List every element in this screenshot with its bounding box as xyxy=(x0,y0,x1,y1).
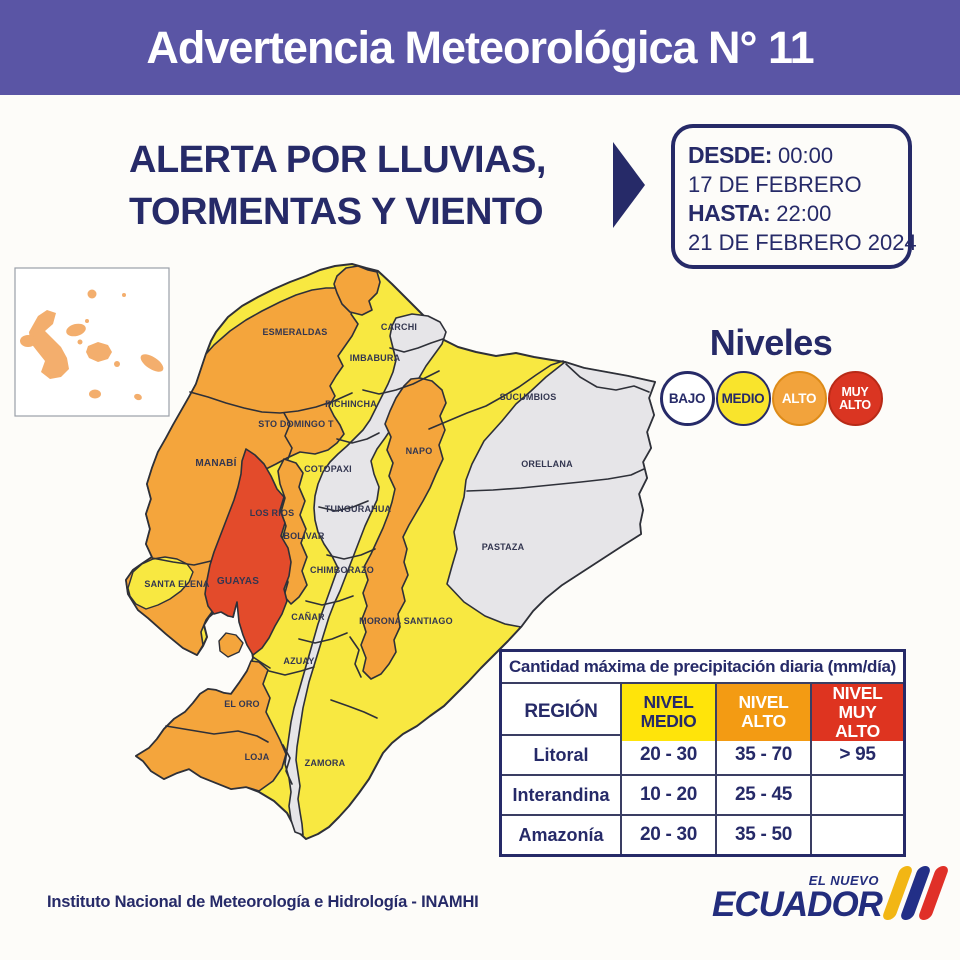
logo-el-nuevo: EL NUEVO xyxy=(808,872,879,888)
province-label-carchi: CARCHI xyxy=(381,322,417,332)
level-circle-medio: MEDIO xyxy=(715,371,771,426)
row-nivel-medio: 20 - 30 xyxy=(620,736,715,774)
province-label-esmeraldas: ESMERALDAS xyxy=(262,327,327,337)
row-nivel-muy-alto xyxy=(810,816,903,854)
to-time: 22:00 xyxy=(776,201,832,226)
header-banner: Advertencia Meteorológica N° 11 xyxy=(0,0,960,95)
to-label: HASTA: xyxy=(688,200,771,226)
table-header-row: REGIÓN NIVEL MEDIO NIVEL ALTO NIVEL MUY … xyxy=(502,684,903,741)
row-nivel-muy-alto xyxy=(810,776,903,814)
santa-elena-yellow-region xyxy=(127,556,194,610)
province-labels: ESMERALDAS CARCHI IMBABURA SUCUMBIOS PIC… xyxy=(144,322,573,768)
province-label-cotopaxi: COTOPAXI xyxy=(304,464,352,474)
arrow-right-icon xyxy=(613,142,645,228)
levels-legend: Niveles BAJO MEDIO ALTO MUY ALTO xyxy=(643,322,899,426)
footer-institution: Instituto Nacional de Meteorología e Hid… xyxy=(47,893,479,911)
table-row: Litoral 20 - 30 35 - 70 > 95 xyxy=(502,734,903,774)
level-circle-muy-alto: MUY ALTO xyxy=(827,371,883,426)
province-label-chimborazo: CHIMBORAZO xyxy=(310,565,374,575)
column-header-region: REGIÓN xyxy=(524,701,598,723)
row-nivel-medio: 10 - 20 xyxy=(620,776,715,814)
page-title: Advertencia Meteorológica N° 11 xyxy=(146,21,814,73)
logo-ecuador: ECUADOR xyxy=(712,884,883,924)
province-label-sto-domingo: STO DOMINGO T xyxy=(258,419,334,429)
row-nivel-alto: 35 - 50 xyxy=(715,816,810,854)
row-nivel-alto: 35 - 70 xyxy=(715,736,810,774)
puna-island xyxy=(218,632,244,658)
province-label-bolivar: BOLIVAR xyxy=(283,531,325,541)
province-label-orellana: ORELLANA xyxy=(521,459,573,469)
province-label-zamora: ZAMORA xyxy=(305,758,346,768)
province-label-pichincha: PICHINCHA xyxy=(325,399,377,409)
row-region: Interandina xyxy=(512,784,610,805)
row-region: Litoral xyxy=(533,744,589,765)
province-label-sucumbios: SUCUMBIOS xyxy=(500,392,557,402)
table-row: Amazonía 20 - 30 35 - 50 xyxy=(502,814,903,854)
andes-gray-corridor xyxy=(284,313,447,836)
column-header-nivel-muy-alto: NIVEL MUY ALTO xyxy=(810,684,903,741)
province-label-napo: NAPO xyxy=(406,446,433,456)
napo-orange-band xyxy=(360,377,447,680)
row-nivel-muy-alto: > 95 xyxy=(810,736,903,774)
ecuador-logo: EL NUEVO ECUADOR xyxy=(712,866,950,924)
precipitation-table: Cantidad máxima de precipitación diaria … xyxy=(499,649,906,857)
column-header-nivel-medio: NIVEL MEDIO xyxy=(620,684,715,741)
province-borders xyxy=(151,338,650,785)
south-orange-region xyxy=(135,660,287,792)
alert-title: ALERTA POR LLUVIAS, TORMENTAS Y VIENTO xyxy=(129,134,546,238)
alert-title-line1: ALERTA POR LLUVIAS, xyxy=(129,139,546,181)
level-circle-alto: ALTO xyxy=(771,371,827,426)
to-date: 21 DE FEBRERO 2024 xyxy=(688,229,917,255)
amazon-gray-region xyxy=(446,361,656,628)
from-label: DESDE: xyxy=(688,142,772,168)
level-circle-bajo: BAJO xyxy=(659,371,715,426)
galapagos-inset xyxy=(14,267,170,417)
province-label-manabi: MANABÍ xyxy=(195,456,236,469)
province-label-canar: CAÑAR xyxy=(291,612,325,622)
levels-title: Niveles xyxy=(709,322,833,363)
province-label-azuay: AZUAY xyxy=(283,656,314,666)
red-alert-region xyxy=(204,448,292,656)
table-row: Interandina 10 - 20 25 - 45 xyxy=(502,774,903,814)
carchi-orange-blob xyxy=(333,265,381,316)
ecuador-map: ESMERALDAS CARCHI IMBABURA SUCUMBIOS PIC… xyxy=(14,263,656,840)
ecuador-logo-text: EL NUEVO ECUADOR xyxy=(712,872,883,924)
row-region: Amazonía xyxy=(518,824,604,845)
level-circles: BAJO MEDIO ALTO MUY ALTO xyxy=(643,371,899,426)
province-label-guayas: GUAYAS xyxy=(217,576,259,587)
period-to-line: HASTA: 22:00 xyxy=(688,199,895,229)
column-header-nivel-alto: NIVEL ALTO xyxy=(715,684,810,741)
period-box: DESDE: 00:00 17 DE FEBRERO HASTA: 22:00 … xyxy=(671,124,917,269)
province-label-imbabura: IMBABURA xyxy=(350,353,401,363)
from-time: 00:00 xyxy=(778,143,834,168)
province-label-los-rios: LOS RIOS xyxy=(250,508,295,518)
province-label-loja: LOJA xyxy=(245,752,270,762)
row-nivel-alto: 25 - 45 xyxy=(715,776,810,814)
table-title: Cantidad máxima de precipitación diaria … xyxy=(502,652,903,684)
alert-title-line2: TORMENTAS Y VIENTO xyxy=(129,191,544,233)
period-from-line: DESDE: 00:00 xyxy=(688,141,895,171)
province-label-el-oro: EL ORO xyxy=(224,699,260,709)
galapagos-islands xyxy=(20,289,164,401)
province-label-pastaza: PASTAZA xyxy=(482,542,525,552)
row-nivel-medio: 20 - 30 xyxy=(620,816,715,854)
province-label-santa-elena: SANTA ELENA xyxy=(144,579,210,589)
province-label-tungurahua: TUNGURAHUA xyxy=(325,504,392,514)
province-label-morona-santiago: MORONA SANTIAGO xyxy=(359,616,453,626)
flag-stripes-icon xyxy=(881,866,950,920)
from-date: 17 DE FEBRERO xyxy=(688,171,862,197)
